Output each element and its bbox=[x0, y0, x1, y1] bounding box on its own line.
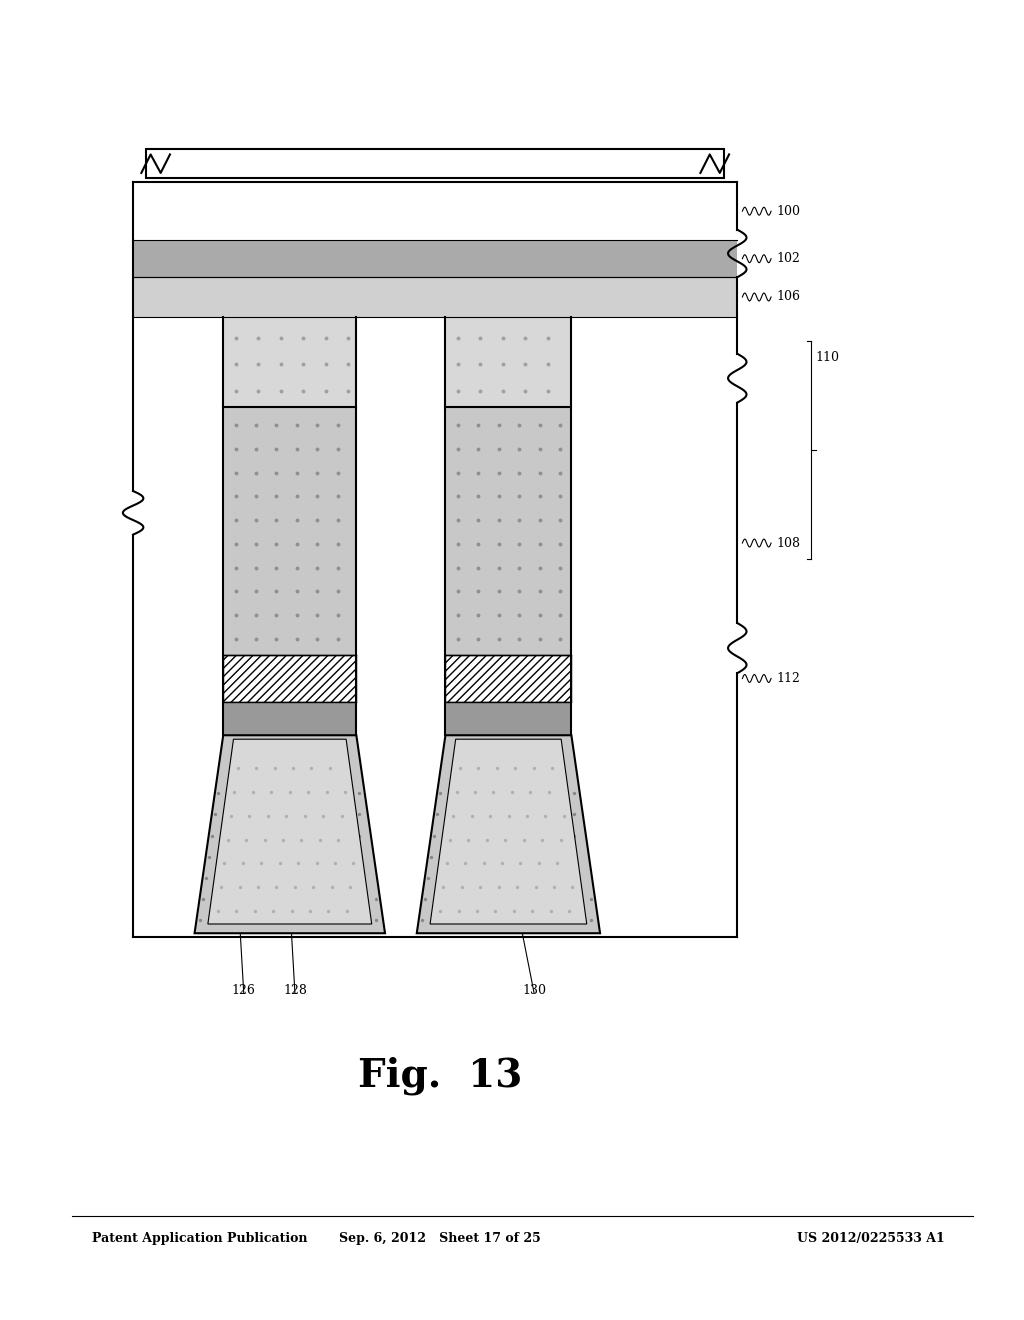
Text: 112: 112 bbox=[776, 672, 800, 685]
Text: 102: 102 bbox=[776, 252, 800, 265]
Bar bbox=[223, 317, 356, 407]
Bar bbox=[133, 182, 737, 937]
Polygon shape bbox=[430, 739, 587, 924]
Polygon shape bbox=[208, 739, 372, 924]
Polygon shape bbox=[195, 735, 385, 933]
Bar bbox=[133, 317, 223, 937]
Bar bbox=[223, 702, 356, 735]
Text: Patent Application Publication: Patent Application Publication bbox=[92, 1232, 307, 1245]
Text: 126: 126 bbox=[231, 983, 256, 997]
Bar bbox=[356, 317, 445, 937]
Bar bbox=[133, 240, 737, 277]
Text: Sep. 6, 2012   Sheet 17 of 25: Sep. 6, 2012 Sheet 17 of 25 bbox=[339, 1232, 542, 1245]
Text: 110: 110 bbox=[815, 351, 839, 364]
Bar bbox=[223, 655, 356, 702]
Bar bbox=[445, 655, 571, 702]
Bar bbox=[146, 149, 724, 178]
Text: 128: 128 bbox=[283, 983, 307, 997]
Text: 108: 108 bbox=[776, 536, 800, 549]
Polygon shape bbox=[417, 735, 600, 933]
Bar bbox=[571, 317, 737, 937]
Bar bbox=[133, 277, 737, 317]
Text: US 2012/0225533 A1: US 2012/0225533 A1 bbox=[797, 1232, 944, 1245]
Text: 130: 130 bbox=[522, 983, 546, 997]
Text: Fig.  13: Fig. 13 bbox=[358, 1056, 522, 1096]
Bar bbox=[445, 702, 571, 735]
Text: 106: 106 bbox=[776, 290, 800, 304]
Bar bbox=[445, 317, 571, 407]
Text: 100: 100 bbox=[776, 205, 800, 218]
Bar bbox=[223, 407, 356, 655]
Bar bbox=[445, 407, 571, 655]
